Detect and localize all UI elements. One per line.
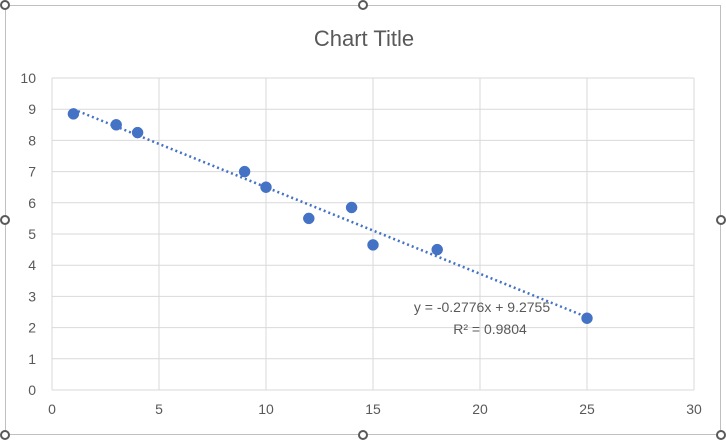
y-tick-label: 4 <box>28 257 36 273</box>
data-point[interactable] <box>67 108 80 120</box>
tick-labels: 0 1 2 3 4 5 6 7 8 9 10 0 5 10 15 20 25 30 <box>20 70 702 417</box>
trendline-label[interactable]: y = -0.2776x + 9.2755 R² = 0.9804 <box>414 299 550 337</box>
y-tick-label: 10 <box>20 70 36 86</box>
y-tick-label: 3 <box>28 288 36 304</box>
data-points <box>67 108 593 324</box>
y-tick-label: 8 <box>28 132 36 148</box>
data-point[interactable] <box>345 201 358 214</box>
trendline-equation: y = -0.2776x + 9.2755 <box>414 299 550 315</box>
gridlines <box>51 77 695 391</box>
resize-handle-top-center[interactable] <box>358 0 368 10</box>
y-tick-label: 5 <box>28 226 36 242</box>
data-point[interactable] <box>110 119 122 131</box>
trendline-group <box>72 108 588 319</box>
resize-handle-bottom-left[interactable] <box>0 430 10 440</box>
data-point[interactable] <box>431 243 443 256</box>
y-tick-label: 1 <box>28 351 36 367</box>
data-point[interactable] <box>131 126 144 139</box>
data-point[interactable] <box>367 239 379 251</box>
trendline-r-squared: R² = 0.9804 <box>453 321 527 337</box>
data-point[interactable] <box>238 165 251 178</box>
x-tick-label: 5 <box>155 401 163 417</box>
y-tick-label: 9 <box>28 101 36 117</box>
x-tick-label: 20 <box>472 401 488 417</box>
x-tick-label: 15 <box>365 401 381 417</box>
data-point[interactable] <box>260 181 272 193</box>
resize-handle-top-left[interactable] <box>0 0 10 10</box>
x-tick-label: 30 <box>686 401 702 417</box>
y-tick-label: 2 <box>28 320 36 336</box>
resize-handle-middle-left[interactable] <box>0 215 10 225</box>
chart-title[interactable]: Chart Title <box>314 26 414 51</box>
x-tick-label: 25 <box>579 401 595 417</box>
data-point[interactable] <box>581 312 593 324</box>
y-tick-label: 0 <box>28 382 36 398</box>
y-tick-label: 7 <box>28 164 36 180</box>
x-tick-label: 10 <box>258 401 274 417</box>
trendline[interactable] <box>72 108 588 319</box>
x-tick-label: 0 <box>48 401 56 417</box>
resize-handle-middle-right[interactable] <box>716 215 726 225</box>
resize-handle-bottom-right[interactable] <box>716 430 726 440</box>
y-tick-label: 6 <box>28 195 36 211</box>
data-point[interactable] <box>303 212 315 225</box>
resize-handle-bottom-center[interactable] <box>358 430 368 440</box>
